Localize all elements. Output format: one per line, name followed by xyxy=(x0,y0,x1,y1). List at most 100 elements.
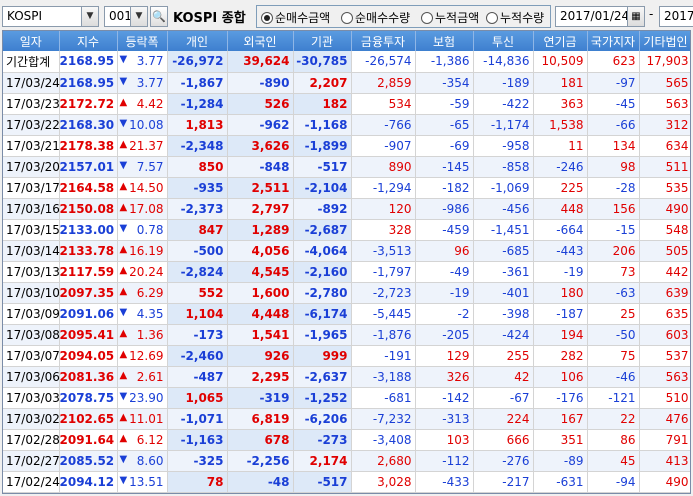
end-date-field[interactable]: 2017/ xyxy=(659,6,693,27)
chevron-down-icon[interactable]: ▼ xyxy=(130,7,147,26)
column-header[interactable]: 투신 xyxy=(473,31,534,51)
value-cell: 791 xyxy=(639,429,690,451)
up-triangle-icon xyxy=(118,97,128,108)
value-cell: 363 xyxy=(533,93,588,115)
up-triangle-icon xyxy=(118,139,128,150)
table-row[interactable]: 17/03/072094.0512.69-2,460926999-1911292… xyxy=(3,345,690,367)
table-row[interactable]: 17/03/222168.3010.081,813-962-1,168-766-… xyxy=(3,114,690,136)
date-cell: 17/03/06 xyxy=(3,366,60,388)
table-row[interactable]: 17/03/032078.7523.901,065-319-1,252-681-… xyxy=(3,387,690,409)
start-date-field[interactable]: 2017/01/24 ▦ xyxy=(555,6,645,27)
change-value: 8.60 xyxy=(136,453,164,468)
market-select[interactable]: KOSPI ▼ xyxy=(2,6,99,27)
value-cell: 634 xyxy=(639,135,690,157)
value-cell: 548 xyxy=(639,219,690,241)
value-cell: -1,876 xyxy=(351,324,416,346)
table-row[interactable]: 17/02/272085.528.60-325-2,2562,1742,680-… xyxy=(3,450,690,472)
column-header[interactable]: 지수 xyxy=(59,31,118,51)
value-cell: 2,797 xyxy=(227,198,294,220)
value-cell: -2,723 xyxy=(351,282,416,304)
value-cell: -681 xyxy=(351,387,416,409)
index-cell: 2168.95 xyxy=(59,72,118,94)
change-value: 6.29 xyxy=(136,285,164,300)
column-header[interactable]: 금융투자 xyxy=(351,31,416,51)
column-header[interactable]: 기타법인 xyxy=(639,31,690,51)
date-cell: 17/02/27 xyxy=(3,450,60,472)
table-row[interactable]: 17/02/232107.631.02-273355-588-2,4361788… xyxy=(3,492,690,493)
value-cell: -500 xyxy=(167,240,228,262)
table-row[interactable]: 17/02/242094.1213.5178-48-5173,028-433-2… xyxy=(3,471,690,493)
value-cell: -19 xyxy=(533,261,588,283)
value-cell: 194 xyxy=(533,324,588,346)
value-cell: -2,824 xyxy=(167,261,228,283)
value-cell: 1,813 xyxy=(167,114,228,136)
calendar-icon[interactable]: ▦ xyxy=(627,7,644,26)
up-triangle-icon xyxy=(118,328,128,339)
column-header[interactable]: 등락폭 xyxy=(117,31,168,51)
value-cell: 623 xyxy=(587,51,640,73)
value-cell: 180 xyxy=(533,282,588,304)
value-cell: -276 xyxy=(473,450,534,472)
column-header[interactable]: 일자 xyxy=(3,31,60,51)
value-cell: -50 xyxy=(587,324,640,346)
value-cell: -858 xyxy=(473,156,534,178)
change-cell: 10.08 xyxy=(117,114,168,136)
column-header[interactable]: 연기금 xyxy=(533,31,588,51)
column-header[interactable]: 국가지자 xyxy=(587,31,640,51)
date-cell: 17/03/22 xyxy=(3,114,60,136)
column-header[interactable]: 기관 xyxy=(293,31,352,51)
table-row[interactable]: 17/03/242168.953.77-1,867-8902,2072,859-… xyxy=(3,72,690,94)
value-cell: 42 xyxy=(473,366,534,388)
value-cell: 224 xyxy=(473,408,534,430)
table-row[interactable]: 17/03/102097.356.295521,600-2,780-2,723-… xyxy=(3,282,690,304)
value-cell: 2,859 xyxy=(351,72,416,94)
value-cell: -48 xyxy=(227,471,294,493)
value-cell: -6,174 xyxy=(293,303,352,325)
value-cell: 1,538 xyxy=(533,114,588,136)
value-cell: -958 xyxy=(473,135,534,157)
radio-cumulative-amount[interactable]: 누적금액 xyxy=(421,9,479,26)
value-cell: -685 xyxy=(473,240,534,262)
value-cell: 255 xyxy=(473,345,534,367)
value-cell: 312 xyxy=(639,114,690,136)
column-header[interactable]: 외국인 xyxy=(227,31,294,51)
column-header[interactable]: 보험 xyxy=(415,31,474,51)
change-value: 14.50 xyxy=(129,180,164,195)
radio-net-quantity[interactable]: 순매수수량 xyxy=(341,9,410,26)
value-cell: -2,256 xyxy=(227,450,294,472)
radio-cumulative-quantity[interactable]: 누적수량 xyxy=(486,9,544,26)
code-select[interactable]: 001 ▼ xyxy=(104,6,148,27)
index-name: KOSPI 종합 xyxy=(173,11,246,26)
index-cell: 2085.52 xyxy=(59,450,118,472)
investor-trading-grid[interactable]: 일자 지수 등락폭 개인 외국인 기관 금융투자 보험 투신 연기금 국가지자 기타법인 기간합계 21… xyxy=(2,30,691,494)
search-button[interactable]: 🔍 xyxy=(150,6,168,27)
value-cell: -892 xyxy=(293,198,352,220)
value-cell: -6,206 xyxy=(293,408,352,430)
chevron-down-icon[interactable]: ▼ xyxy=(81,7,98,26)
value-cell: -189 xyxy=(473,72,534,94)
value-cell: -588 xyxy=(293,492,352,493)
column-header[interactable]: 개인 xyxy=(167,31,228,51)
investor-table: 일자 지수 등락폭 개인 외국인 기관 금융투자 보험 투신 연기금 국가지자 기타법인 기간합계 21… xyxy=(3,31,690,493)
value-cell: 552 xyxy=(167,282,228,304)
value-cell: -94 xyxy=(587,471,640,493)
radio-net-amount[interactable]: 순매수금액 xyxy=(261,9,330,26)
radio-label: 누적금액 xyxy=(435,11,480,25)
value-cell: 156 xyxy=(587,198,640,220)
value-cell: 847 xyxy=(167,219,228,241)
change-cell: 23.90 xyxy=(117,387,168,409)
